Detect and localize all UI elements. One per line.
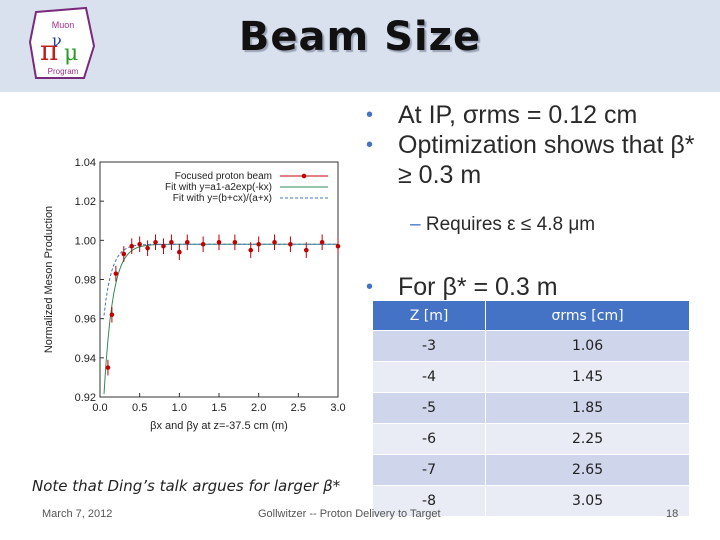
data-point bbox=[105, 365, 111, 370]
z-sigma-table: Z [m] σrms [cm] -3 1.06 -4 1.45 -5 1.85 -6 2… bbox=[371, 300, 690, 517]
data-point bbox=[153, 239, 158, 245]
data-point bbox=[256, 241, 261, 247]
data-point bbox=[248, 247, 254, 253]
data-point bbox=[161, 243, 166, 249]
y-tick-label: 1.02 bbox=[75, 196, 96, 208]
sub-bullet-text: Requires ε ≤ 4.8 μm bbox=[425, 214, 596, 235]
svg-text:μ: μ bbox=[64, 41, 78, 66]
bullet-2-text: Optimization shows that β* ≥ 0.3 m bbox=[398, 131, 695, 189]
data-point bbox=[303, 247, 309, 253]
y-tick-label: 1.00 bbox=[75, 235, 96, 247]
bullet-1: • At IP, σrms = 0.12 cm bbox=[362, 100, 712, 130]
x-tick-label: 2.5 bbox=[291, 402, 306, 414]
table-row: -3 1.06 bbox=[371, 330, 690, 362]
table-cell: -5 bbox=[371, 392, 487, 424]
table-header-z: Z [m] bbox=[371, 300, 487, 331]
data-point bbox=[137, 241, 142, 247]
table-row: -5 1.85 bbox=[371, 392, 690, 424]
table-cell: 2.65 bbox=[485, 454, 690, 486]
x-tick-label: 1.5 bbox=[211, 402, 226, 414]
bullet-3: • For β* = 0.3 m bbox=[362, 272, 558, 302]
table-cell: -7 bbox=[371, 454, 487, 486]
bullet-list: • At IP, σrms = 0.12 cm • Optimization s… bbox=[362, 100, 712, 190]
table-cell: 3.05 bbox=[485, 485, 690, 517]
table-cell: 2.25 bbox=[485, 423, 690, 455]
footnote: Note that Ding’s talk argues for larger … bbox=[32, 477, 341, 495]
bullet-3-text: For β* = 0.3 m bbox=[398, 273, 558, 301]
data-point bbox=[169, 239, 174, 245]
x-axis-label: βx and βy at z=-37.5 cm (m) bbox=[150, 420, 288, 432]
data-point bbox=[121, 251, 127, 257]
y-tick-label: 0.96 bbox=[75, 314, 96, 326]
y-tick-label: 1.04 bbox=[75, 157, 96, 169]
legend-label: Fit with y=(b+cx)/(a+x) bbox=[173, 193, 272, 204]
data-point bbox=[177, 249, 182, 255]
y-tick-label: 0.92 bbox=[75, 392, 96, 404]
data-point bbox=[113, 271, 119, 276]
fit-curve-rational bbox=[103, 243, 338, 316]
bullet-2: • Optimization shows that β* ≥ 0.3 m bbox=[362, 130, 712, 190]
svg-text:Program: Program bbox=[48, 67, 79, 76]
table-cell: 1.85 bbox=[485, 392, 690, 424]
x-tick-label: 3.0 bbox=[330, 402, 345, 414]
table-header-sigma: σrms [cm] bbox=[485, 300, 690, 331]
data-point bbox=[200, 241, 206, 247]
data-point bbox=[232, 239, 238, 245]
page-title: Beam Size bbox=[238, 14, 482, 60]
x-tick-label: 2.0 bbox=[251, 402, 266, 414]
x-tick-label: 0.0 bbox=[92, 402, 107, 414]
legend-label: Fit with y=a1-a2exp(-kx) bbox=[165, 182, 272, 193]
data-point bbox=[129, 243, 135, 249]
dash-icon: – bbox=[410, 214, 426, 235]
svg-text:Muon: Muon bbox=[52, 20, 75, 30]
y-tick-label: 0.94 bbox=[75, 353, 96, 365]
footer-title: Gollwitzer -- Proton Delivery to Target bbox=[258, 508, 441, 520]
table-row: -8 3.05 bbox=[371, 485, 690, 517]
x-tick-label: 0.5 bbox=[132, 402, 147, 414]
bullet-dot-icon: • bbox=[366, 104, 374, 126]
data-point bbox=[109, 312, 115, 318]
y-axis-label: Normalized Meson Production bbox=[43, 206, 55, 353]
header-band: Muon π μ ν Program Beam Size bbox=[0, 0, 720, 92]
data-point bbox=[288, 241, 293, 247]
x-tick-label: 1.0 bbox=[172, 402, 187, 414]
legend-marker bbox=[301, 173, 307, 179]
data-point bbox=[145, 245, 150, 251]
svg-text:π: π bbox=[40, 34, 58, 67]
table-row: -4 1.45 bbox=[371, 361, 690, 393]
table-row: -6 2.25 bbox=[371, 423, 690, 455]
data-point bbox=[184, 239, 190, 245]
data-point bbox=[272, 239, 277, 245]
table-cell: -8 bbox=[371, 485, 487, 517]
data-point bbox=[335, 243, 341, 249]
meson-production-chart: 0.0 0.5 1.0 1.5 2.0 2.5 3.0 0.92 0.94 0.96 0.98 1.0… bbox=[43, 157, 346, 432]
data-point bbox=[216, 239, 222, 245]
bullet-dot-icon: • bbox=[366, 134, 374, 156]
footer-date: March 7, 2012 bbox=[42, 508, 113, 520]
table-cell: -6 bbox=[371, 423, 487, 455]
table-cell: -4 bbox=[371, 361, 487, 393]
bullet-1-text: At IP, σrms = 0.12 cm bbox=[398, 101, 638, 129]
table-cell: 1.45 bbox=[485, 361, 690, 393]
table-cell: 1.06 bbox=[485, 330, 690, 362]
y-tick-label: 0.98 bbox=[75, 275, 96, 287]
fit-curve-exp bbox=[103, 243, 338, 395]
legend-label: Focused proton beam bbox=[175, 171, 272, 182]
svg-text:ν: ν bbox=[52, 31, 62, 50]
table-cell: -3 bbox=[371, 330, 487, 362]
table-row: -7 2.65 bbox=[371, 454, 690, 486]
map-logo: Muon π μ ν Program bbox=[28, 6, 96, 79]
data-point bbox=[319, 239, 325, 245]
page-number: 18 bbox=[666, 508, 679, 520]
sub-bullet: – Requires ε ≤ 4.8 μm bbox=[410, 214, 595, 236]
bullet-dot-icon: • bbox=[366, 276, 374, 298]
